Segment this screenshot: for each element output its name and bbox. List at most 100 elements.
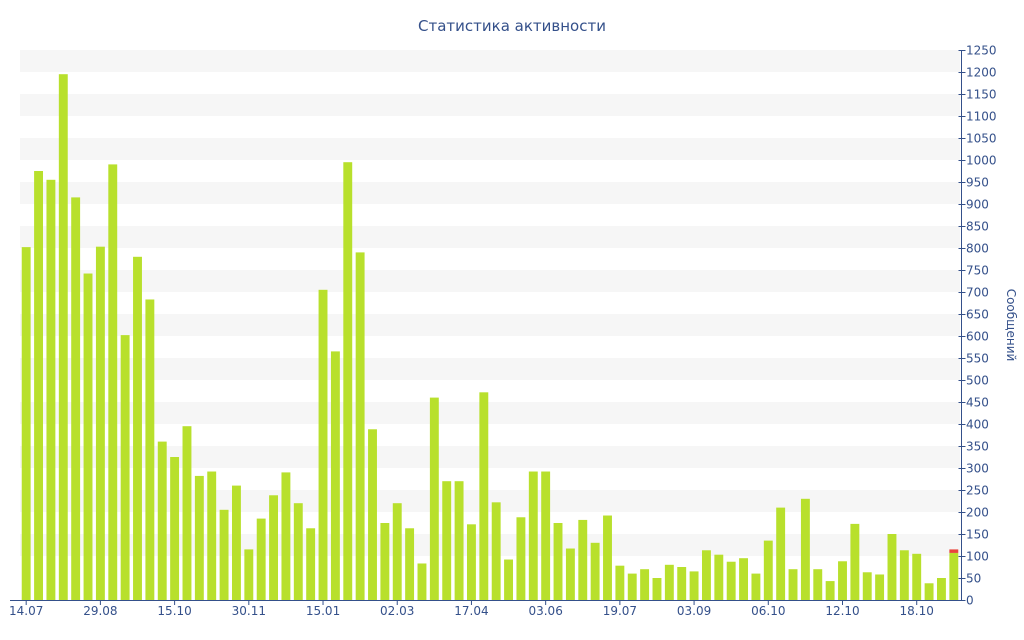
- bar: [640, 569, 650, 600]
- bar: [120, 335, 130, 600]
- x-tick-label: 30.11: [232, 604, 266, 618]
- bar: [726, 561, 736, 600]
- x-tick-label: 15.01: [306, 604, 340, 618]
- bar: [800, 498, 810, 600]
- bar: [442, 481, 452, 600]
- grid-band: [20, 358, 960, 380]
- x-tick-label: 18.10: [900, 604, 934, 618]
- bar: [46, 179, 56, 601]
- bar: [565, 548, 575, 600]
- y-tick-label: 950: [966, 176, 989, 190]
- x-tick-label: 02.03: [380, 604, 414, 618]
- bar: [368, 429, 377, 600]
- y-tick-label: 1250: [966, 44, 997, 58]
- bar: [528, 471, 538, 600]
- bar: [615, 565, 625, 600]
- bar: [714, 554, 724, 600]
- bar: [504, 559, 514, 600]
- chart-title: Статистика активности: [418, 17, 606, 35]
- bar: [21, 247, 31, 600]
- grid-band: [20, 314, 960, 336]
- bar: [739, 558, 749, 600]
- bar: [34, 171, 44, 600]
- bar-highlight: [949, 549, 959, 553]
- grid-band: [20, 534, 960, 556]
- bar: [318, 289, 328, 600]
- bar: [405, 528, 415, 600]
- bar: [887, 534, 897, 600]
- bar: [330, 351, 340, 600]
- y-tick-label: 750: [966, 264, 989, 278]
- y-tick-label: 450: [966, 396, 989, 410]
- y-tick-label: 250: [966, 484, 989, 498]
- bar: [281, 472, 291, 600]
- bar: [553, 523, 563, 600]
- bar: [875, 574, 885, 600]
- bar: [664, 564, 674, 600]
- x-axis: 14.07 29.08 15.10 30.11 15.01 02.03 17.04 03.06…: [9, 600, 965, 618]
- y-tick-label: 1150: [966, 88, 997, 102]
- y-tick-label: 350: [966, 440, 989, 454]
- bar: [677, 567, 687, 600]
- y-tick-label: 550: [966, 352, 989, 366]
- bar: [83, 273, 93, 600]
- bar: [231, 485, 241, 600]
- bar: [936, 578, 946, 600]
- y-tick-label: 50: [966, 572, 981, 586]
- bar: [689, 571, 699, 600]
- grid-band: [20, 402, 960, 424]
- x-tick-label: 29.08: [83, 604, 117, 618]
- bar: [763, 540, 773, 600]
- bar: [157, 441, 167, 600]
- bar: [355, 252, 365, 600]
- x-tick-label: 19.07: [603, 604, 637, 618]
- bar: [912, 553, 922, 600]
- bar: [924, 583, 934, 600]
- bar: [949, 552, 959, 600]
- y-tick-label: 600: [966, 330, 989, 344]
- y-tick-label: 200: [966, 506, 989, 520]
- bar: [603, 515, 612, 600]
- bar: [145, 299, 155, 600]
- y-axis: 0 50 100 150 200 250 300 350 400 450 500 550 600 650 7…: [958, 44, 997, 608]
- bar: [306, 528, 316, 600]
- y-tick-label: 800: [966, 242, 989, 256]
- y-tick-label: 100: [966, 550, 989, 564]
- bar: [269, 495, 279, 600]
- bar: [541, 471, 551, 600]
- bar: [182, 426, 192, 600]
- y-tick-label: 1200: [966, 66, 997, 80]
- y-tick-label: 150: [966, 528, 989, 542]
- y-tick-label: 500: [966, 374, 989, 388]
- bar: [256, 518, 266, 600]
- bar: [578, 519, 588, 600]
- grid-band: [20, 94, 960, 116]
- bar: [380, 523, 390, 600]
- bar: [133, 256, 142, 600]
- bar: [392, 503, 402, 600]
- y-tick-label: 300: [966, 462, 989, 476]
- bar: [652, 578, 662, 600]
- bar: [429, 397, 439, 600]
- bar: [899, 550, 909, 600]
- bar: [627, 573, 637, 600]
- bar: [491, 502, 501, 600]
- bar: [219, 509, 229, 600]
- grid-band: [20, 226, 960, 248]
- bar: [825, 581, 835, 600]
- grid-bands: [20, 50, 960, 556]
- x-tick-label: 12.10: [825, 604, 859, 618]
- bar: [479, 392, 489, 600]
- grid-band: [20, 490, 960, 512]
- y-tick-label: 0: [966, 594, 974, 608]
- y-tick-label: 650: [966, 308, 989, 322]
- bar: [58, 74, 68, 600]
- bar: [590, 542, 600, 600]
- bar: [95, 246, 105, 600]
- bar: [108, 164, 118, 600]
- bar: [343, 162, 353, 600]
- bar: [466, 524, 476, 600]
- bar: [170, 457, 180, 600]
- bar: [813, 569, 823, 600]
